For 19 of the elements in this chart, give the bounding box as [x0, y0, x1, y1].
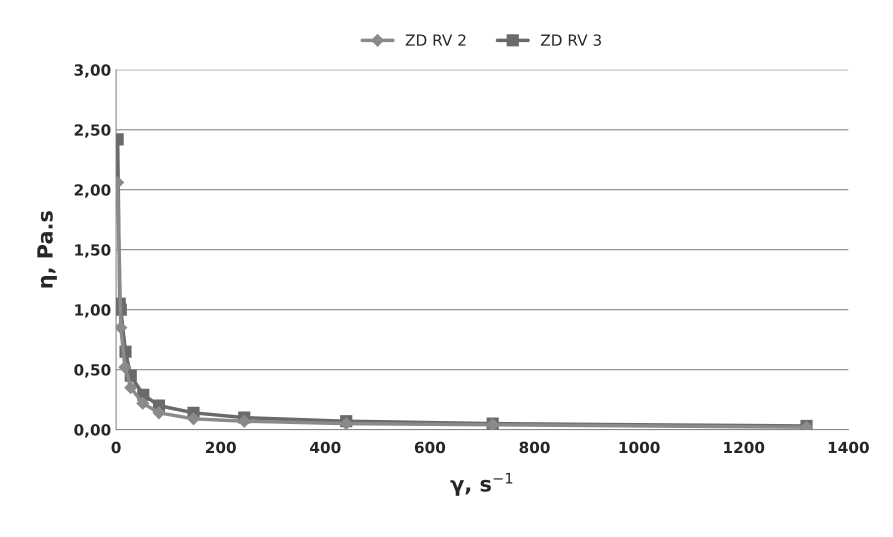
x-tick-label: 800	[520, 442, 550, 454]
y-tick-label: 2,50	[74, 124, 110, 138]
x-tick-label: 1200	[724, 442, 764, 454]
x-tick-label: 1000	[620, 442, 660, 454]
x-axis-title: γ, s$^{−1}$	[450, 472, 512, 496]
y-tick-label: 3,00	[74, 64, 110, 78]
legend-label: ZD RV 2	[406, 34, 466, 46]
x-tick-label: 600	[414, 442, 446, 454]
y-tick-label: 1,00	[75, 304, 110, 318]
y-tick-label: 0,50	[74, 364, 110, 378]
x-tick-label: 400	[310, 442, 341, 454]
x-tick-label: 1400	[828, 442, 869, 454]
y-tick-label: 0,00	[74, 424, 110, 438]
x-tick-label: 200	[206, 442, 236, 454]
y-tick-label: 2,00	[74, 184, 110, 198]
y-tick-label: 1,50	[75, 244, 110, 258]
x-tick-label: 0	[112, 442, 121, 454]
legend-label: ZD RV 3	[540, 34, 601, 46]
y-axis-title: η, Pa.s	[37, 211, 57, 288]
